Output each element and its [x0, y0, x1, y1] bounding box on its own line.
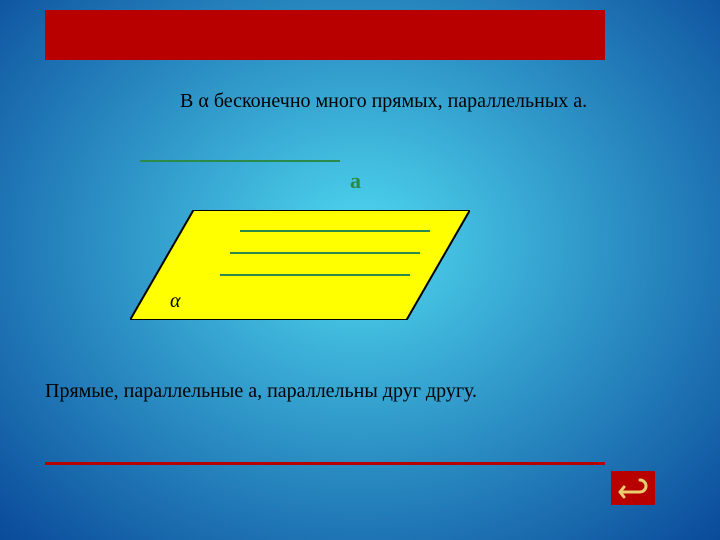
- line-a: [140, 160, 340, 162]
- label-a: a: [350, 168, 361, 194]
- header-bar: [45, 10, 605, 60]
- label-alpha: α: [170, 290, 181, 313]
- statement-bottom: Прямые, параллельные а, параллельны друг…: [45, 380, 477, 403]
- statement-top: В α бесконечно много прямых, параллельны…: [180, 90, 587, 113]
- inner-line-1: [240, 230, 430, 232]
- plane-shape: [130, 210, 470, 320]
- inner-line-2: [230, 252, 420, 254]
- slide-content: В α бесконечно много прямых, параллельны…: [0, 0, 720, 540]
- footer-line: [45, 462, 605, 465]
- return-button[interactable]: [611, 471, 655, 505]
- plane-alpha: α: [130, 210, 470, 320]
- inner-line-3: [220, 274, 410, 276]
- return-icon: [618, 477, 648, 499]
